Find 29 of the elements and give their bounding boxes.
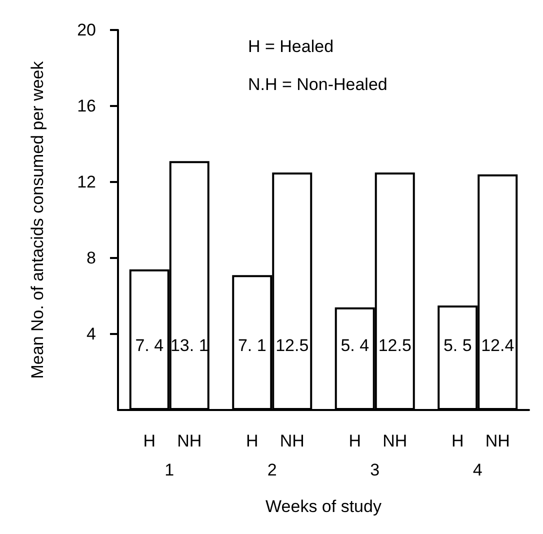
text: 7. 1 (238, 336, 266, 355)
annotation: H = Healed (248, 37, 334, 56)
y-tick-label: 4 (86, 324, 96, 344)
text: 5. 5 (443, 336, 472, 355)
text: H (451, 432, 464, 450)
text: NH (382, 432, 408, 450)
text: H (348, 432, 362, 450)
x-axis-title: Weeks of study (266, 497, 382, 516)
y-tick-label: 16 (77, 96, 96, 116)
x-tick-label: 3 (370, 460, 380, 480)
text: NH (280, 432, 304, 450)
text: 13. 1 (170, 336, 208, 355)
series-label: H (143, 432, 156, 450)
text: NH (485, 432, 510, 450)
text: H (246, 432, 258, 450)
y-tick-label: 8 (86, 248, 96, 268)
text: 12.5 (276, 336, 309, 355)
x-tick-label: 2 (267, 460, 277, 480)
text: 5. 4 (340, 336, 370, 355)
series-label: NH (177, 432, 202, 450)
x-tick-label: 4 (472, 460, 482, 480)
x-tick-label: 1 (164, 460, 174, 480)
text: 12.4 (481, 336, 514, 355)
text: 12.5 (378, 336, 412, 355)
y-tick-label: 12 (77, 172, 96, 192)
y-tick-label: 20 (77, 20, 96, 40)
annotation: N.H = Non-Healed (248, 75, 388, 94)
y-axis-title: Mean No. of antacids consumed per week (28, 60, 47, 379)
text: 7. 4 (135, 336, 164, 355)
